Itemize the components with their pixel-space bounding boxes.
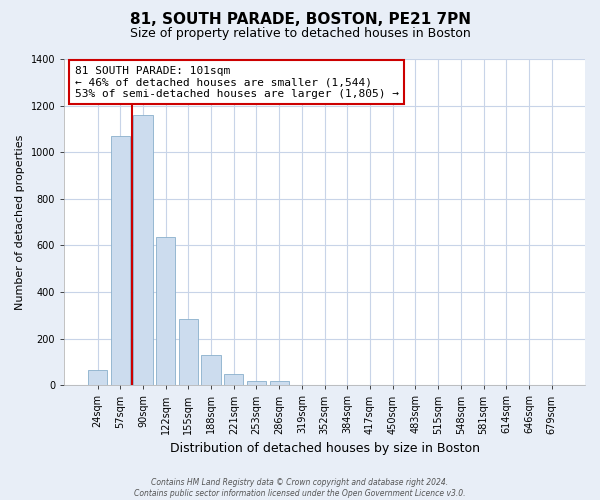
Bar xyxy=(88,370,107,386)
Text: Contains HM Land Registry data © Crown copyright and database right 2024.
Contai: Contains HM Land Registry data © Crown c… xyxy=(134,478,466,498)
Text: 81, SOUTH PARADE, BOSTON, PE21 7PN: 81, SOUTH PARADE, BOSTON, PE21 7PN xyxy=(130,12,470,28)
Text: Size of property relative to detached houses in Boston: Size of property relative to detached ho… xyxy=(130,28,470,40)
Bar xyxy=(224,374,244,386)
Bar xyxy=(247,380,266,386)
Text: 81 SOUTH PARADE: 101sqm
← 46% of detached houses are smaller (1,544)
53% of semi: 81 SOUTH PARADE: 101sqm ← 46% of detache… xyxy=(74,66,398,98)
Bar xyxy=(179,319,198,386)
Bar xyxy=(133,115,152,386)
Bar xyxy=(110,136,130,386)
Bar xyxy=(156,238,175,386)
Bar xyxy=(269,380,289,386)
X-axis label: Distribution of detached houses by size in Boston: Distribution of detached houses by size … xyxy=(170,442,479,455)
Y-axis label: Number of detached properties: Number of detached properties xyxy=(15,134,25,310)
Bar xyxy=(202,355,221,386)
